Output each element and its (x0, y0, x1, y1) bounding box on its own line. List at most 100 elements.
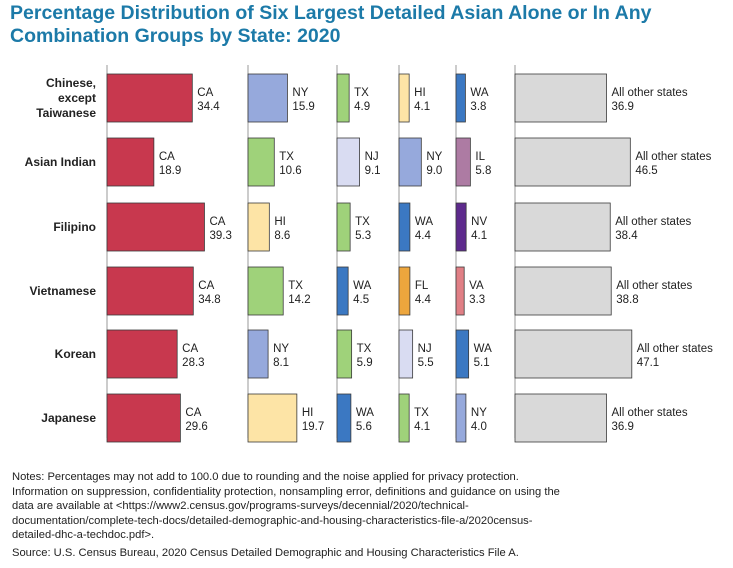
bar (514, 202, 611, 252)
bar-state-label: VA (469, 280, 484, 292)
bar-value-label: 28.3 (182, 357, 204, 369)
bar-value-label: 18.9 (159, 165, 181, 177)
bar-label: NJ 5.5 (418, 343, 434, 369)
bar-value-label: 5.1 (474, 357, 490, 369)
bar-state-label: TX (288, 280, 303, 292)
bar-state-label: TX (279, 151, 294, 163)
bar-value-label: 4.4 (415, 230, 432, 242)
bar (514, 329, 633, 379)
chart-title: Percentage Distribution of Six Largest D… (10, 2, 725, 48)
bar-label: TX 5.9 (357, 343, 373, 369)
bar (455, 266, 465, 316)
bar (455, 393, 467, 443)
bar-state-label: IL (475, 151, 485, 163)
bar-value-label: 19.7 (302, 421, 324, 433)
bar (455, 329, 470, 379)
bar-state-label: All other states (637, 343, 713, 355)
bar (106, 266, 194, 316)
bar (247, 202, 270, 252)
bar-value-label: 4.5 (353, 294, 369, 306)
bar-state-label: WA (356, 407, 374, 419)
bar-state-label: TX (355, 216, 370, 228)
bar-label: TX 5.3 (355, 216, 371, 242)
bar-value-label: 15.9 (292, 101, 314, 113)
bar (455, 73, 466, 123)
bar-state-label: All other states (635, 151, 711, 163)
bar-label: CA 39.3 (209, 216, 231, 242)
bar-label: CA 29.6 (185, 407, 207, 433)
bar-value-label: 3.8 (470, 101, 486, 113)
bar-state-label: TX (354, 87, 369, 99)
bar-state-label: All other states (612, 407, 688, 419)
bar-state-label: HI (414, 87, 426, 99)
bar (398, 73, 410, 123)
bar-value-label: 29.6 (185, 421, 207, 433)
bar-label: NY 4.0 (471, 407, 487, 433)
notes-line-3: data are available at <https://www2.cens… (12, 500, 469, 513)
row-labels: Chinese, except Taiwanese Asian Indian Filip… (25, 76, 97, 425)
bar-value-label: 9.0 (426, 165, 442, 177)
bar-value-label: 8.6 (274, 230, 290, 242)
bar-label: All other states 36.9 (612, 407, 688, 433)
bar-value-label: 4.1 (414, 101, 430, 113)
bar-label: All other states 38.4 (615, 216, 691, 242)
bar-value-label: 4.9 (354, 101, 370, 113)
row-label: Chinese, except Taiwanese (36, 76, 96, 120)
bar-label: WA 4.4 (415, 216, 433, 242)
source-note: Source: U.S. Census Bureau, 2020 Census … (12, 546, 519, 559)
notes-line-1: Notes: Percentages may not add to 100.0 … (12, 471, 519, 483)
bar-label: WA 4.5 (353, 280, 371, 306)
bar (398, 202, 411, 252)
bar-label: NV 4.1 (471, 216, 487, 242)
bar (398, 266, 411, 316)
bar-state-label: CA (198, 280, 214, 292)
bar (106, 393, 181, 443)
bar-state-label: NY (426, 151, 442, 163)
bar-label: NY 9.0 (426, 151, 442, 177)
bar (514, 266, 612, 316)
bar-state-label: NY (273, 343, 289, 355)
bar-value-label: 3.3 (469, 294, 485, 306)
bar (514, 393, 607, 443)
bar-label: All other states 38.8 (616, 280, 692, 306)
bar-state-label: CA (197, 87, 213, 99)
bar-value-label: 36.9 (612, 421, 634, 433)
row-label: Korean (55, 347, 96, 361)
notes-line-4: documentation/complete-tech-docs/detaile… (12, 514, 533, 527)
bar-value-label: 46.5 (635, 165, 657, 177)
bar-state-label: NY (292, 87, 308, 99)
bar-value-label: 8.1 (273, 357, 289, 369)
row-label: Asian Indian (25, 155, 96, 169)
bar (106, 73, 193, 123)
bar-state-label: TX (414, 407, 429, 419)
bar-label: NJ 9.1 (365, 151, 381, 177)
bar-value-label: 14.2 (288, 294, 310, 306)
bar-label: HI 19.7 (302, 407, 324, 433)
bars: CA 34.4 NY 15.9 TX 4.9 HI 4.1 WA 3.8 All other sta… (106, 73, 713, 443)
bar (336, 266, 349, 316)
bar-label: FL 4.4 (415, 280, 432, 306)
bar-label: WA 5.6 (356, 407, 374, 433)
bar-state-label: NJ (418, 343, 432, 355)
bar (398, 137, 422, 187)
bar (247, 73, 288, 123)
bar-label: TX 10.6 (279, 151, 301, 177)
bar (247, 329, 269, 379)
bar (336, 73, 350, 123)
bar (455, 202, 467, 252)
bar-state-label: WA (474, 343, 492, 355)
bar-label: TX 4.9 (354, 87, 370, 113)
notes-line-5: detailed-dhc-a-techdoc.pdf>. (12, 529, 155, 542)
bar-state-label: WA (415, 216, 433, 228)
bar-label: NY 8.1 (273, 343, 289, 369)
bar-value-label: 36.9 (612, 101, 634, 113)
bar-value-label: 4.4 (415, 294, 432, 306)
bar-chart: Chinese, except Taiwanese Asian Indian Filip… (25, 65, 713, 443)
bar-state-label: NJ (365, 151, 379, 163)
bar (514, 137, 631, 187)
bar-value-label: 39.3 (209, 230, 231, 242)
bar-state-label: HI (274, 216, 286, 228)
row-label: Japanese (41, 411, 96, 425)
bar (336, 393, 352, 443)
bar-label: WA 3.8 (470, 87, 488, 113)
